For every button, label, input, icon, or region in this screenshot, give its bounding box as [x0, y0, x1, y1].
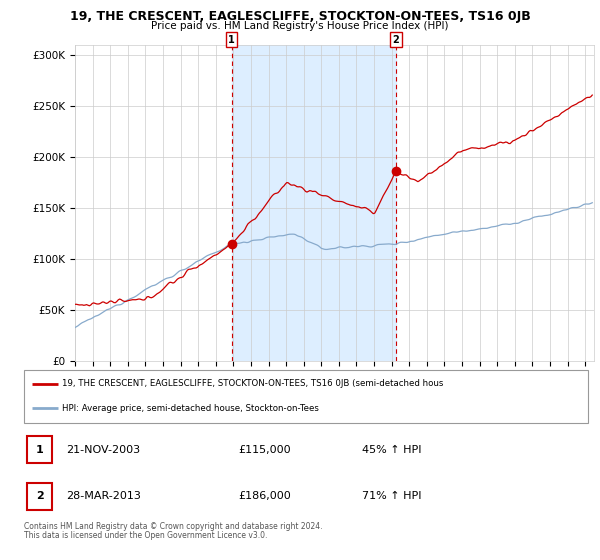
Text: £115,000: £115,000 [238, 445, 291, 455]
Text: HPI: Average price, semi-detached house, Stockton-on-Tees: HPI: Average price, semi-detached house,… [62, 404, 319, 413]
Text: This data is licensed under the Open Government Licence v3.0.: This data is licensed under the Open Gov… [24, 531, 268, 540]
Text: 1: 1 [35, 445, 43, 455]
Text: Price paid vs. HM Land Registry's House Price Index (HPI): Price paid vs. HM Land Registry's House … [151, 21, 449, 31]
FancyBboxPatch shape [27, 483, 52, 510]
Text: 28-MAR-2013: 28-MAR-2013 [66, 492, 141, 502]
Bar [232, 45, 396, 361]
Text: 71% ↑ HPI: 71% ↑ HPI [362, 492, 422, 502]
Text: 45% ↑ HPI: 45% ↑ HPI [362, 445, 422, 455]
Text: 19, THE CRESCENT, EAGLESCLIFFE, STOCKTON-ON-TEES, TS16 0JB (semi-detached hous: 19, THE CRESCENT, EAGLESCLIFFE, STOCKTON… [62, 380, 444, 389]
Text: 2: 2 [393, 35, 400, 45]
Text: Contains HM Land Registry data © Crown copyright and database right 2024.: Contains HM Land Registry data © Crown c… [24, 522, 323, 531]
Text: £186,000: £186,000 [238, 492, 291, 502]
Text: 2: 2 [35, 492, 43, 502]
FancyBboxPatch shape [27, 436, 52, 463]
Text: 21-NOV-2003: 21-NOV-2003 [66, 445, 140, 455]
Text: 1: 1 [228, 35, 235, 45]
Text: 19, THE CRESCENT, EAGLESCLIFFE, STOCKTON-ON-TEES, TS16 0JB: 19, THE CRESCENT, EAGLESCLIFFE, STOCKTON… [70, 10, 530, 23]
